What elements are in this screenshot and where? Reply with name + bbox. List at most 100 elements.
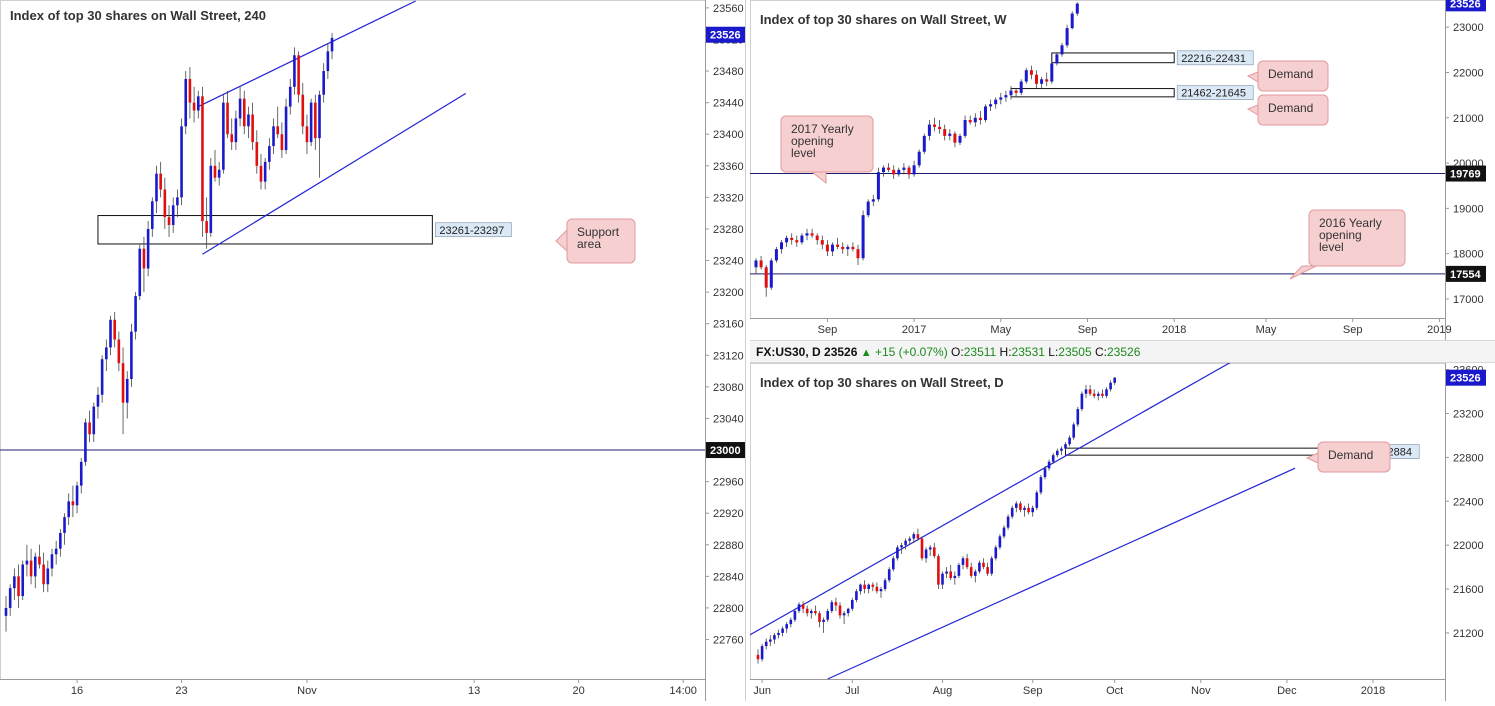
candle-body	[63, 517, 66, 533]
y-tick-label: 23360	[713, 161, 744, 173]
high-value: 23531	[1011, 345, 1045, 359]
y-tick-label: 22000	[1453, 67, 1484, 79]
candle-body	[769, 639, 772, 642]
x-tick-label: Sep	[818, 324, 838, 336]
candle-body	[830, 602, 834, 611]
last-price: 23526	[824, 345, 858, 359]
candle-body	[836, 244, 840, 247]
candle-body	[781, 628, 784, 633]
chart-panel-240[interactable]: 22760 22800 22840 22880 22920 22960 23000 23040…	[0, 0, 746, 701]
x-tick-label: Oct	[1106, 685, 1123, 697]
x-tick-label: 16	[71, 685, 83, 697]
callout-box	[1308, 209, 1406, 267]
candle-body	[1084, 389, 1088, 394]
candle-body	[978, 117, 982, 121]
last-price-tag	[1446, 369, 1486, 386]
candle-body	[907, 167, 911, 175]
candle-body	[318, 94, 321, 139]
candle-body	[268, 146, 271, 162]
candle-body	[793, 610, 797, 620]
chart-240[interactable]: 22760 22800 22840 22880 22920 22960 23000 23040…	[0, 0, 746, 701]
y-tick-label: 23400	[713, 129, 744, 141]
chart-panel-weekly[interactable]: 17000 18000 19000 20000 21000 22000 23000 Sep 20…	[750, 0, 1495, 340]
y-tick-label: 21600	[1453, 584, 1484, 596]
trendline	[198, 0, 416, 108]
candle-body	[933, 547, 936, 557]
candle-body	[871, 199, 875, 202]
candle-body	[927, 124, 931, 136]
x-tick-label: Dec	[1277, 685, 1297, 697]
candle-body	[814, 610, 817, 614]
candle-body	[759, 260, 763, 268]
candle-body	[217, 169, 221, 178]
candle-body	[917, 151, 921, 166]
candle-body	[943, 129, 947, 136]
candle-body	[994, 99, 998, 105]
candle-body	[105, 347, 108, 360]
last-price-label: 23526	[1450, 373, 1481, 385]
y-tick-label: 23200	[713, 287, 744, 299]
candle-body	[815, 235, 819, 241]
candle-body	[968, 120, 972, 123]
zone-label-box	[1176, 85, 1254, 101]
y-tick-label: 19000	[1453, 203, 1484, 215]
candle-body	[912, 534, 916, 539]
y-tick-label: 21000	[1453, 113, 1484, 125]
chart-panel-daily[interactable]: 21200216002200022400228002320023600JunJu…	[745, 325, 1495, 701]
candle-body	[33, 556, 37, 577]
candle-body	[1064, 444, 1067, 449]
candle-body	[948, 133, 952, 136]
y-tick-label: 18000	[1453, 249, 1484, 261]
candle-body	[155, 173, 158, 202]
candle-body	[978, 562, 981, 572]
candle-body	[1006, 516, 1010, 528]
candle-body	[949, 571, 952, 579]
candle-body	[1023, 507, 1026, 511]
candle-body	[958, 135, 962, 143]
candle-body	[805, 608, 809, 614]
candle-body	[1004, 95, 1008, 98]
close-label: C:	[1095, 345, 1107, 359]
zone-rectangle	[1010, 88, 1175, 98]
candle-body	[226, 102, 229, 135]
candle-body	[797, 604, 801, 611]
candle-body	[1014, 90, 1018, 93]
candle-body	[259, 165, 263, 182]
candle-body	[994, 547, 998, 559]
callout-pointer	[1305, 452, 1319, 464]
candle-body	[301, 94, 305, 127]
candle-body	[146, 228, 150, 269]
candle-body	[810, 610, 813, 614]
candle-body	[1056, 450, 1059, 456]
candle-body	[322, 71, 325, 95]
annotation-callout: Demand	[1305, 441, 1391, 473]
candle-body	[184, 78, 188, 127]
candle-body	[945, 571, 948, 574]
candle-body	[75, 485, 79, 506]
candle-body	[121, 363, 125, 403]
callout-text: Demand	[1268, 67, 1313, 81]
callout-text: opening	[1319, 228, 1362, 242]
candle-body	[846, 608, 850, 614]
y-tick-label: 23080	[713, 382, 744, 394]
candle-body	[284, 106, 288, 151]
callout-pointer	[1289, 265, 1317, 280]
level-price-tag	[1446, 265, 1486, 282]
candle-body	[8, 588, 12, 608]
chart-daily[interactable]: 21200216002200022400228002320023600JunJu…	[745, 325, 1495, 701]
candle-body	[986, 567, 989, 574]
candle-body	[1060, 448, 1063, 451]
candle-body	[924, 549, 928, 559]
y-tick-label: 23000	[1453, 22, 1484, 34]
candle-body	[754, 260, 758, 268]
open-value: 23511	[963, 345, 997, 359]
last-price-label: 23526	[710, 30, 741, 42]
candle-body	[887, 569, 891, 581]
candle-body	[46, 568, 50, 585]
candle-body	[982, 562, 985, 568]
price-change: +15 (+0.07%)	[874, 345, 948, 359]
candle-body	[326, 51, 330, 72]
candle-body	[59, 532, 62, 549]
